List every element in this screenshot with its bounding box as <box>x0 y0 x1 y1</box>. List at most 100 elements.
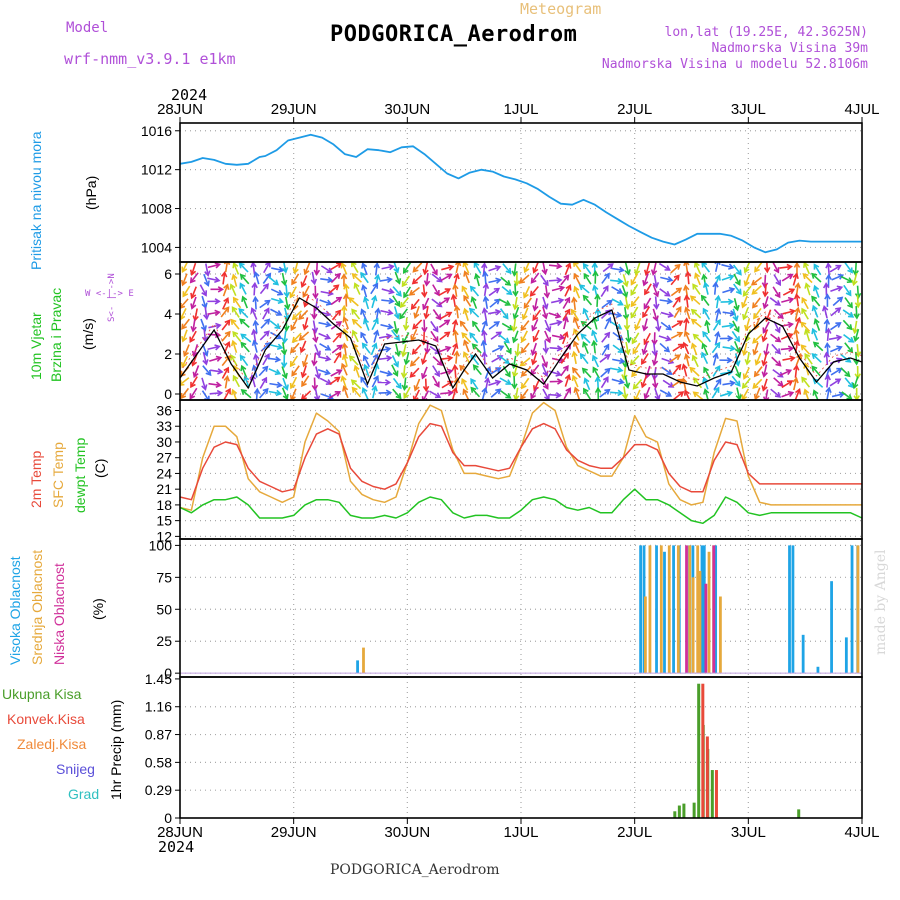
wind-arrowhead <box>225 387 231 395</box>
wind-arrowhead <box>787 345 795 352</box>
wind-arrow <box>254 321 258 334</box>
wind-arrowhead <box>250 307 257 314</box>
wind-arrow <box>612 344 624 353</box>
wind-arrow <box>282 377 288 390</box>
wind-arrow <box>440 273 452 282</box>
wind-arrowhead <box>753 393 760 400</box>
wind-arrowhead <box>631 338 638 345</box>
wind-arrow <box>801 297 809 310</box>
wind-arrowhead <box>274 323 281 330</box>
wind-arrow <box>633 378 643 390</box>
wind-arrow <box>800 344 811 355</box>
wind-arrow <box>392 388 402 399</box>
wind-arrowhead <box>715 318 721 326</box>
wind-arrow <box>411 298 420 310</box>
wind-arrow <box>693 334 704 344</box>
wind-arrowhead <box>436 276 443 283</box>
wind-arrowhead <box>232 374 239 382</box>
wind-arrowhead <box>291 370 298 377</box>
x-tick-label-bottom: 4JUL <box>844 824 879 841</box>
wind-arrowhead <box>592 270 599 277</box>
wind-arrow <box>641 375 648 388</box>
wind-arrowhead <box>312 293 319 300</box>
wind-arrow <box>823 306 828 319</box>
wind-arrow <box>469 308 480 318</box>
wind-arrow <box>771 262 780 273</box>
wind-arrowhead <box>470 295 477 303</box>
wind-arrow <box>741 295 748 308</box>
wind-arrow <box>592 355 600 368</box>
wind-arrow <box>374 263 379 276</box>
wind-arrowhead <box>689 366 696 373</box>
wind-arrowhead <box>703 388 710 395</box>
wind-arrow <box>769 297 781 306</box>
wind-arrow <box>292 310 303 320</box>
wind-arrowhead <box>434 289 440 297</box>
wind-arrowhead <box>181 336 188 343</box>
wind-arrow <box>483 352 486 365</box>
wind-arrowhead <box>701 342 708 350</box>
wind-arrowhead <box>472 320 478 327</box>
wind-arrowhead <box>481 307 489 314</box>
wind-arrow <box>381 288 394 294</box>
wind-arrowhead <box>302 324 309 331</box>
wind-arrow <box>488 321 500 330</box>
wind-arrow <box>802 273 813 284</box>
wind-arrowhead <box>786 380 794 386</box>
wind-arrowhead <box>325 321 332 328</box>
wind-arrow <box>513 263 517 276</box>
wind-arrowhead <box>689 295 697 302</box>
wind-arrowhead <box>403 292 409 299</box>
wind-arrow <box>311 271 316 284</box>
wind-arrow <box>318 332 330 339</box>
wind-arrowhead <box>335 296 343 303</box>
wind-arrow <box>643 273 649 286</box>
wind-arrow <box>744 262 751 273</box>
wind-arrowhead <box>412 395 419 400</box>
wind-arrow <box>812 328 819 341</box>
wind-arrow <box>262 354 270 366</box>
wind-arrowhead <box>343 283 350 290</box>
wind-arrowhead <box>668 382 675 388</box>
wind-arrow <box>192 318 196 332</box>
wind-arrow <box>826 343 829 356</box>
wind-arrowhead <box>774 300 781 306</box>
wind-arrowhead <box>579 352 586 360</box>
wind-arrowhead <box>630 289 637 296</box>
wind-arrowhead <box>324 369 331 376</box>
wind-arrow <box>780 333 793 340</box>
wind-arrow <box>564 285 571 297</box>
wind-arrow <box>841 391 852 400</box>
wind-arrowhead <box>445 345 452 352</box>
wind-arrowhead <box>512 290 519 298</box>
wind-arrow <box>531 342 538 355</box>
wind-arrow <box>719 391 732 397</box>
wind-arrow <box>831 393 844 398</box>
wind-arrowhead <box>602 376 609 383</box>
wind-arrowhead <box>541 361 549 369</box>
wind-arrowhead <box>335 309 342 316</box>
wind-arrow <box>270 297 283 303</box>
wind-arrow <box>351 309 361 320</box>
wind-arrow <box>319 377 332 385</box>
wind-arrow <box>241 389 252 399</box>
wind-arrowhead <box>300 371 307 379</box>
wind-arrow <box>714 332 720 345</box>
wind-arrow <box>259 283 269 295</box>
wind-arrowhead <box>582 294 589 301</box>
wind-arrow <box>259 377 267 389</box>
wind-arrowhead <box>714 341 721 349</box>
wind-arrowhead <box>289 360 296 368</box>
wind-arrowhead <box>762 396 770 400</box>
wind-arrowhead <box>280 279 288 287</box>
wind-arrow <box>331 310 341 321</box>
lonlat-label: lon,lat (19.25E, 42.3625N) <box>664 25 869 40</box>
wind-arrowhead <box>604 331 611 338</box>
wind-arrowhead <box>451 364 459 371</box>
wind-arrow <box>743 367 750 379</box>
wind-arrowhead <box>342 385 349 392</box>
wind-arrow <box>673 306 682 319</box>
wind-arrow <box>429 390 441 398</box>
wind-arrow <box>377 347 391 352</box>
wind-arrowhead <box>410 303 417 310</box>
